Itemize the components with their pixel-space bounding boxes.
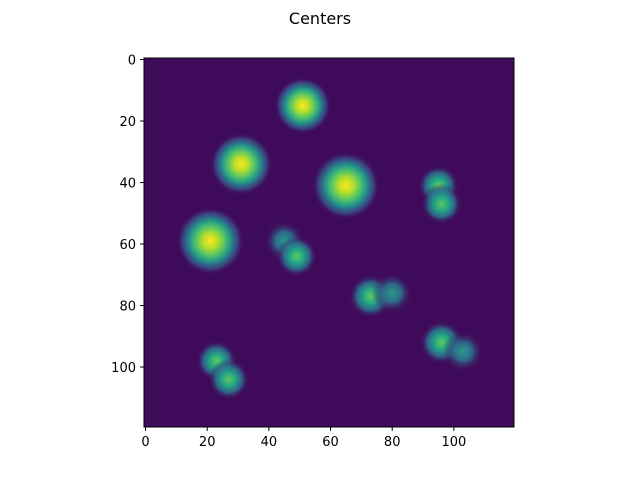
x-tick-label: 80 (384, 435, 401, 450)
heatmap-blob-1 (274, 77, 332, 135)
y-tick-label: 0 (128, 54, 136, 69)
heatmap-blob-6 (421, 183, 462, 225)
x-tick-label: 20 (199, 435, 216, 450)
y-tick-label: 40 (119, 177, 136, 192)
x-tick-label: 60 (322, 435, 339, 450)
plot-area (143, 57, 515, 428)
heatmap-blobs (176, 77, 484, 400)
heatmap-blob-4 (176, 207, 245, 275)
chart-title: Centers (289, 9, 351, 28)
x-tick-label: 0 (141, 435, 149, 450)
heatmap-blob-2 (209, 132, 273, 196)
x-axis: 0 20 40 60 80 100 (141, 427, 466, 450)
plot-frame (143, 57, 515, 428)
heatmap-blob-8 (276, 235, 317, 277)
y-tick-label: 60 (119, 238, 136, 253)
heatmap-blob-12 (442, 331, 484, 373)
y-tick-label: 100 (111, 361, 136, 376)
x-tick-label: 100 (441, 435, 466, 450)
heatmap-blob-3 (312, 151, 380, 220)
x-tick-label: 40 (261, 435, 278, 450)
heatmap-blob-10 (371, 272, 413, 314)
y-axis: 0 20 40 60 80 100 (111, 54, 144, 376)
y-tick-label: 80 (119, 300, 136, 315)
heatmap-blob-14 (208, 358, 250, 400)
y-tick-label: 20 (119, 115, 136, 130)
